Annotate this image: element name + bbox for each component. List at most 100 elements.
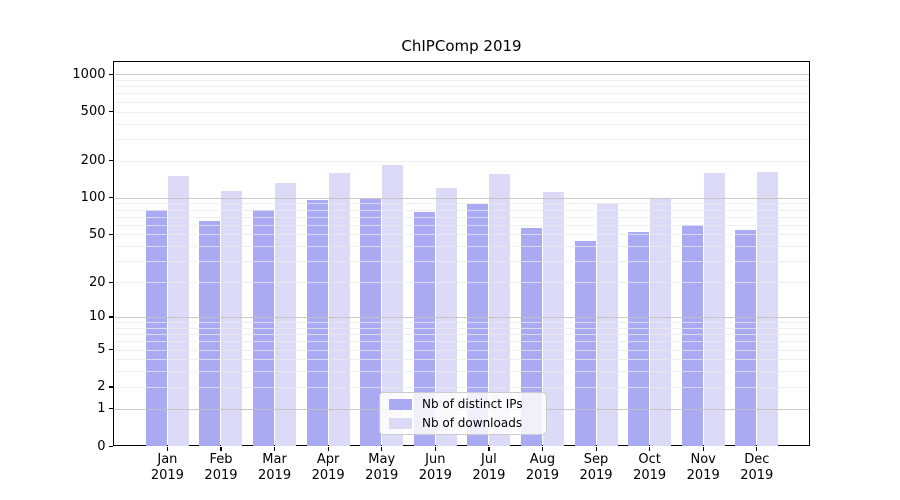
x-tick-label-line: 2019 bbox=[311, 468, 345, 483]
x-tick-mark bbox=[220, 446, 222, 451]
x-tick-label-line: 2019 bbox=[525, 468, 559, 483]
legend-swatch-icon bbox=[389, 417, 412, 429]
legend-swatch-icon bbox=[389, 398, 412, 410]
x-tick-label: Sep 2019 bbox=[569, 452, 623, 484]
x-tick-label-line: Oct bbox=[638, 452, 661, 467]
gridline-minor bbox=[114, 79, 809, 81]
y-tick-mark bbox=[108, 445, 113, 447]
x-tick-label-line: Nov bbox=[690, 452, 716, 467]
gridline-minor bbox=[114, 203, 809, 205]
x-tick-label: Dec 2019 bbox=[730, 452, 784, 484]
x-tick-mark bbox=[595, 446, 597, 451]
bar-downloads bbox=[757, 172, 779, 446]
legend-label: Nb of downloads bbox=[422, 416, 523, 430]
y-tick-mark bbox=[108, 408, 113, 410]
y-tick-label: 50 bbox=[88, 226, 106, 242]
x-tick-mark bbox=[327, 446, 329, 451]
gridline-minor bbox=[114, 359, 809, 361]
bar-distinct-ips bbox=[574, 241, 596, 446]
gridline-minor bbox=[114, 371, 809, 373]
gridline-minor bbox=[114, 349, 809, 351]
bar-distinct-ips bbox=[735, 230, 757, 446]
y-tick-label: 200 bbox=[80, 153, 106, 169]
gridline-minor bbox=[114, 86, 809, 88]
bar-downloads bbox=[167, 175, 189, 446]
x-tick-label-line: Aug bbox=[529, 452, 556, 467]
x-tick-label: Apr 2019 bbox=[301, 452, 355, 484]
legend-row: Nb of downloads bbox=[389, 416, 537, 430]
y-tick-label: 2 bbox=[97, 379, 106, 395]
x-tick-label-line: 2019 bbox=[365, 468, 399, 483]
y-tick-mark bbox=[108, 73, 113, 75]
gridline-minor bbox=[114, 93, 809, 95]
x-tick-mark bbox=[166, 446, 169, 451]
gridline-minor bbox=[114, 282, 809, 284]
x-tick-label: Nov 2019 bbox=[676, 452, 730, 484]
x-tick-label-line: Jun bbox=[425, 452, 446, 467]
x-tick-label-line: 2019 bbox=[150, 468, 184, 483]
y-tick-label: 20 bbox=[88, 274, 106, 290]
x-tick-mark bbox=[274, 446, 276, 451]
bar-distinct-ips bbox=[520, 227, 542, 446]
gridline-minor bbox=[114, 160, 809, 162]
bar-downloads bbox=[328, 172, 350, 446]
y-tick-label: 500 bbox=[80, 104, 106, 120]
x-tick-label-line: May bbox=[368, 452, 396, 467]
gridline-minor bbox=[114, 138, 809, 140]
gridline-minor bbox=[114, 341, 809, 343]
x-tick-label-line: Feb bbox=[209, 452, 233, 467]
bar-distinct-ips bbox=[199, 221, 221, 446]
x-tick-mark bbox=[649, 446, 651, 451]
x-tick-mark bbox=[541, 446, 544, 451]
x-tick-label: Jan 2019 bbox=[140, 452, 194, 484]
gridline-minor bbox=[114, 123, 809, 125]
legend: Nb of distinct IPs Nb of downloads bbox=[379, 392, 547, 435]
x-tick-mark bbox=[488, 446, 490, 451]
x-tick-label-line: 2019 bbox=[740, 468, 774, 483]
bar-distinct-ips bbox=[681, 224, 703, 446]
bar-downloads bbox=[596, 203, 618, 446]
x-tick-label: Jun 2019 bbox=[408, 452, 462, 484]
x-tick-label: Feb 2019 bbox=[194, 452, 248, 484]
chart-title: ChIPComp 2019 bbox=[401, 37, 522, 55]
bar-distinct-ips bbox=[467, 203, 489, 446]
gridline-minor bbox=[114, 101, 809, 103]
gridline-minor bbox=[114, 216, 809, 218]
gridline-minor bbox=[114, 111, 809, 113]
x-tick-label: Jul 2019 bbox=[462, 452, 516, 484]
legend-label: Nb of distinct IPs bbox=[422, 397, 523, 411]
x-tick-label-line: 2019 bbox=[686, 468, 720, 483]
x-tick-label-line: 2019 bbox=[258, 468, 292, 483]
x-tick-label: May 2019 bbox=[355, 452, 409, 484]
gridline-major bbox=[114, 316, 809, 318]
y-tick-label: 1000 bbox=[72, 66, 106, 82]
y-tick-mark bbox=[108, 349, 113, 351]
bar-distinct-ips bbox=[253, 209, 275, 446]
x-tick-label-line: 2019 bbox=[204, 468, 238, 483]
bar-downloads bbox=[489, 173, 511, 446]
bar-downloads bbox=[275, 182, 297, 446]
bar-downloads bbox=[221, 190, 243, 446]
y-tick-label: 5 bbox=[97, 342, 106, 358]
y-tick-label: 1 bbox=[97, 401, 106, 417]
gridline-major bbox=[114, 197, 809, 199]
y-tick-label: 100 bbox=[80, 190, 106, 206]
x-tick-label-line: Jan bbox=[157, 452, 178, 467]
x-tick-mark bbox=[381, 446, 383, 451]
y-tick-mark bbox=[108, 281, 113, 283]
y-tick-mark bbox=[108, 160, 113, 162]
bar-distinct-ips bbox=[628, 232, 650, 446]
y-tick-mark bbox=[108, 316, 113, 318]
y-tick-mark bbox=[108, 111, 113, 113]
bar-downloads bbox=[703, 173, 725, 446]
x-tick-label-line: 2019 bbox=[633, 468, 667, 483]
x-tick-label-line: Dec bbox=[744, 452, 770, 467]
y-tick-mark bbox=[108, 197, 113, 199]
x-tick-label-line: Apr bbox=[316, 452, 340, 467]
gridline-minor bbox=[114, 246, 809, 248]
x-tick-label-line: Mar bbox=[262, 452, 287, 467]
gridline-minor bbox=[114, 322, 809, 324]
x-tick-label-line: 2019 bbox=[472, 468, 506, 483]
x-tick-label-line: 2019 bbox=[579, 468, 613, 483]
gridline-minor bbox=[114, 327, 809, 329]
